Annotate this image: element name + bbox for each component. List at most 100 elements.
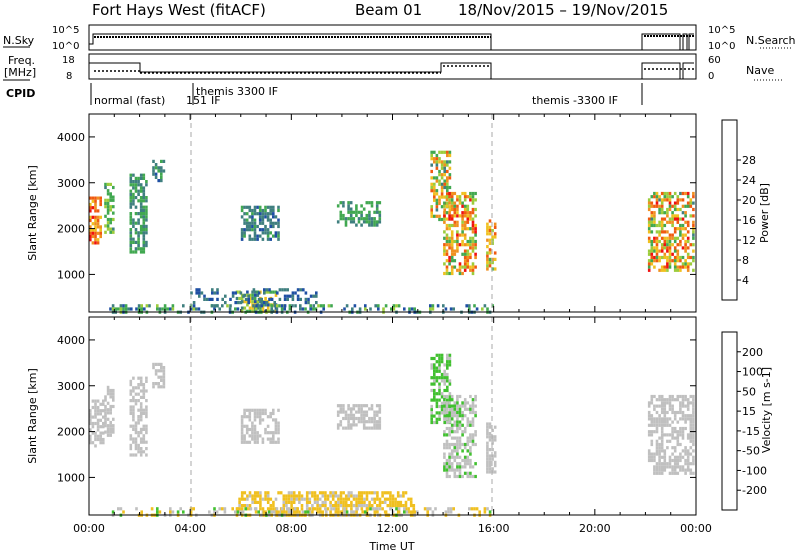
velocity-cell (360, 410, 363, 414)
velocity-cell (112, 424, 115, 428)
power-cell (148, 304, 151, 308)
velocity-cell (240, 437, 244, 441)
velocity-cell (673, 398, 677, 402)
power-cell (453, 220, 457, 224)
power-cell (352, 210, 356, 214)
velocity-cell (318, 507, 322, 511)
power-cell (449, 307, 453, 311)
power-cell (304, 301, 308, 305)
velocity-cell (277, 421, 280, 425)
velocity-cell (129, 443, 133, 447)
power-cell (469, 191, 472, 196)
velocity-cell (305, 497, 309, 501)
power-cell (160, 169, 163, 173)
velocity-cell (668, 465, 672, 469)
velocity-cell (132, 424, 135, 428)
velocity-colorbar-label: Velocity [m s-1] (760, 367, 773, 453)
velocity-cell (96, 399, 100, 403)
power-cell (145, 215, 148, 219)
power-cell (370, 220, 374, 224)
power-cell (433, 198, 436, 202)
power-cell (663, 217, 667, 221)
velocity-cell (264, 494, 267, 498)
power-cell (435, 166, 439, 170)
velocity-cell (666, 401, 669, 405)
power-cell (145, 205, 148, 209)
power-cell (461, 201, 464, 205)
velocity-cell (458, 394, 462, 399)
velocity-cell (363, 491, 366, 495)
velocity-cell (352, 423, 356, 427)
power-cell (134, 228, 138, 232)
velocity-cell (321, 494, 325, 498)
power-cell (96, 225, 100, 229)
power-ytick-label: 3000 (57, 177, 85, 190)
power-cell (673, 230, 677, 234)
velocity-cell (653, 465, 656, 469)
velocity-cell (357, 504, 361, 508)
velocity-cell (282, 494, 286, 498)
power-cell (650, 243, 654, 247)
power-cell (450, 268, 454, 272)
velocity-cell (666, 410, 669, 415)
velocity-cell (109, 420, 112, 425)
power-cell (679, 265, 682, 269)
velocity-colorbar-tick-label: -15 (742, 425, 760, 438)
power-cell (673, 217, 677, 221)
velocity-cell (137, 443, 140, 447)
power-cell (142, 205, 146, 209)
power-cell (471, 201, 475, 205)
velocity-cell (433, 376, 436, 380)
power-cell (653, 211, 656, 215)
power-cell (112, 217, 115, 222)
velocity-cell (139, 415, 143, 419)
power-cell (448, 243, 451, 247)
xtick-label: 00:00 (73, 522, 105, 535)
power-cell (94, 218, 97, 223)
velocity-cell (261, 440, 265, 444)
velocity-cell (106, 392, 110, 396)
velocity-cell (668, 471, 672, 475)
velocity-ytick-label: 2000 (57, 426, 85, 439)
velocity-cell (486, 470, 489, 474)
velocity-cell (681, 455, 685, 459)
power-cell (686, 230, 690, 234)
power-cell (684, 246, 687, 250)
velocity-cell (458, 404, 462, 408)
power-cell (673, 214, 677, 218)
power-cell (448, 236, 451, 240)
velocity-cell (403, 507, 406, 511)
velocity-cell (316, 500, 319, 504)
velocity-cell (236, 507, 240, 511)
velocity-cell (488, 470, 492, 474)
velocity-cell (378, 423, 382, 427)
power-cell (474, 239, 477, 244)
power-cell (448, 173, 452, 177)
velocity-cell (469, 446, 472, 450)
velocity-cell (287, 507, 291, 511)
velocity-cell (663, 465, 667, 469)
velocity-cell (91, 431, 95, 435)
power-cell (289, 294, 292, 298)
velocity-cell (362, 426, 366, 430)
velocity-cell (443, 369, 446, 373)
velocity-cell (343, 507, 346, 511)
power-cell (450, 239, 454, 244)
power-cell (270, 307, 273, 311)
power-cell (272, 290, 275, 294)
power-cell (450, 249, 454, 253)
velocity-cell (658, 436, 661, 440)
velocity-cell (655, 449, 659, 453)
power-cell (445, 211, 449, 215)
velocity-cell (689, 433, 693, 437)
power-cell (260, 297, 263, 301)
power-cell (129, 250, 133, 254)
velocity-cell (345, 510, 349, 514)
velocity-cell (681, 404, 685, 408)
xtick-label: 16:00 (478, 522, 510, 535)
power-cell (446, 160, 449, 164)
velocity-cell (443, 446, 446, 450)
velocity-cell (390, 507, 393, 511)
power-cell (456, 207, 459, 212)
power-cell (445, 236, 449, 240)
